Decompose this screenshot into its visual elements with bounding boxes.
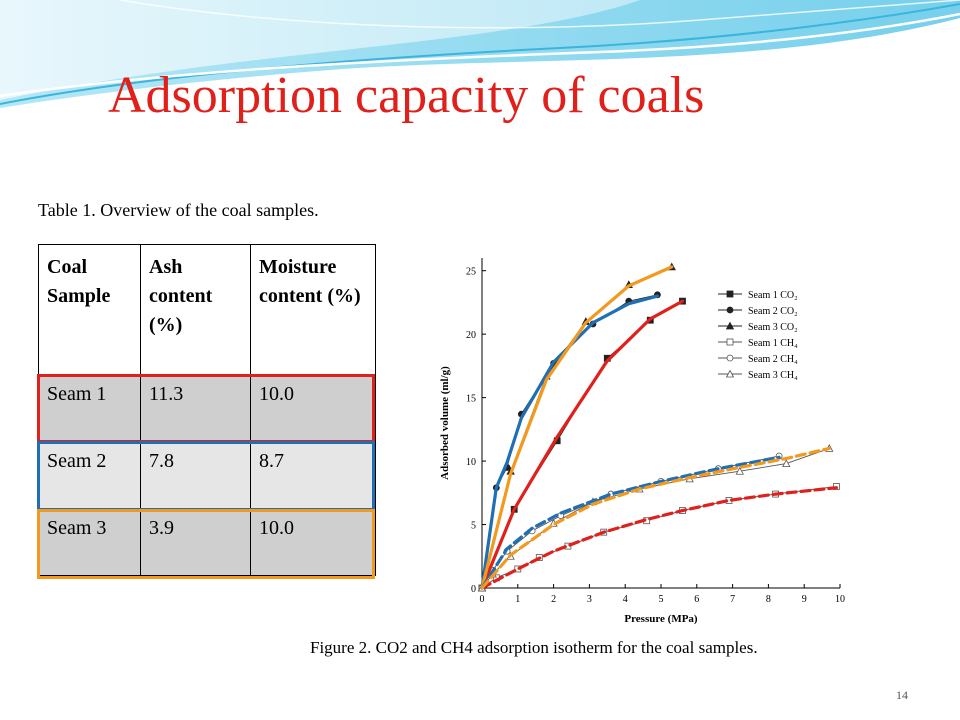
data-point [735,466,744,475]
y-axis-label: Adsorbed volume (ml/g) [439,366,451,480]
y-tick-label: 25 [466,267,476,278]
x-tick-label: 4 [623,594,628,605]
x-tick-label: 8 [766,594,771,605]
x-tick-label: 7 [730,594,735,605]
fit-curve-6 [480,446,831,590]
legend-entry: Seam 1 CO₂ [748,290,798,301]
table-cell: Seam 1 [38,374,141,442]
x-tick-label: 1 [515,594,520,605]
legend-marker [726,354,734,362]
slide-title: Adsorption capacity of coals [108,67,705,124]
x-axis-label: Pressure (MPa) [624,613,698,625]
legend-marker [726,306,734,314]
x-tick-label: 6 [694,594,699,605]
y-tick-label: 0 [471,584,476,595]
data-point [782,459,791,468]
table-cell: 3.9 [140,508,251,576]
fit-curve-2 [480,294,659,590]
figure-caption: Figure 2. CO2 and CH4 adsorption isother… [310,638,758,657]
table-cell: 10.0 [250,508,376,576]
table-cell: 10.0 [250,374,376,442]
table-cell: 8.7 [250,441,376,509]
table-caption: Table 1. Overview of the coal samples. [38,200,319,220]
adsorption-isotherm-chart: 0 1 2 3 4 5 6 7 8 9 10 0 5 10 15 20 25 Pressure (MPa) Adso… [426,232,854,632]
x-tick-label: 5 [659,594,664,605]
fit-curve-5 [480,455,781,590]
column-header-moisture-content: Moisture content (%) [250,244,376,375]
legend-entry: Seam 2 CH₄ [748,354,798,365]
column-header-ash-content: Ash content (%) [140,244,251,375]
table-cell: 7.8 [140,441,251,509]
series-line-3 [481,266,672,589]
legend-entry: Seam 1 CH₄ [748,338,798,349]
y-tick-label: 10 [466,457,476,468]
table-cell: 11.3 [140,374,251,442]
series-line-5 [481,455,780,589]
page-number: 14 [896,688,908,702]
coal-samples-table: Coal Sample Ash content (%) Moisture con… [38,244,376,576]
x-tick-label: 2 [551,594,556,605]
x-tick-label: 10 [835,594,845,605]
legend-marker [726,290,734,298]
x-tick-label: 9 [802,594,807,605]
legend-marker [725,369,735,378]
table-row-seam-1: Seam 1 11.3 10.0 [38,374,376,442]
column-header-coal-sample: Coal Sample [38,244,141,375]
chart-svg: 0 1 2 3 4 5 6 7 8 9 10 0 5 10 15 20 25 Pressure (MPa) Adso… [439,258,845,625]
table-cell: Seam 3 [38,508,141,576]
fit-curve-1 [480,299,685,590]
legend-entry: Seam 3 CH₄ [748,370,798,381]
table-cell: Seam 2 [38,441,141,509]
y-tick-label: 20 [466,330,476,341]
header-wave-decoration [0,0,960,108]
legend-entry: Seam 3 CO₂ [748,322,798,333]
legend-marker [725,321,735,330]
legend-entry: Seam 2 CO₂ [748,306,798,317]
fit-curve-3 [480,265,674,590]
table-header-row: Coal Sample Ash content (%) Moisture con… [38,244,376,375]
y-tick-label: 15 [466,394,476,405]
fit-curve-4 [480,486,838,590]
x-tick-label: 0 [480,594,485,605]
table-row-seam-3: Seam 3 3.9 10.0 [38,508,376,576]
table-row-seam-2: Seam 2 7.8 8.7 [38,441,376,509]
y-tick-label: 5 [471,521,476,532]
legend-marker [726,338,734,346]
x-tick-label: 3 [587,594,592,605]
